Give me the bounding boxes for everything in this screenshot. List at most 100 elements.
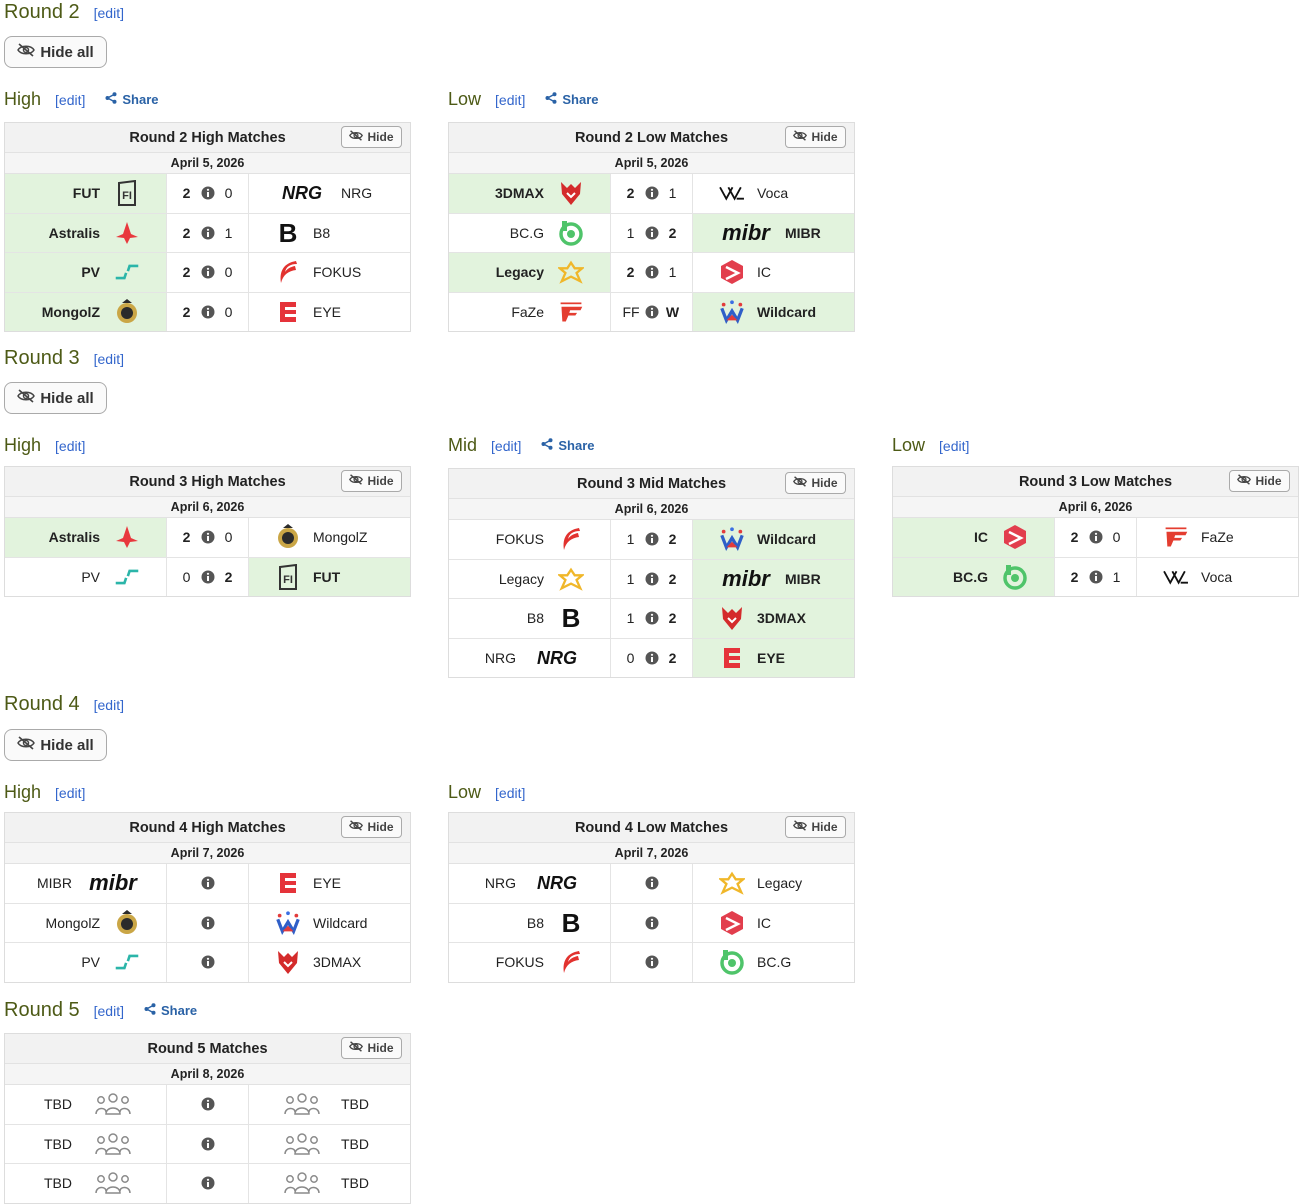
info-icon[interactable]	[645, 226, 659, 240]
left-team[interactable]: FOKUS	[449, 520, 611, 559]
hide-button[interactable]: Hide	[341, 1037, 402, 1059]
info-icon[interactable]	[201, 226, 215, 240]
left-team[interactable]: Astralis	[5, 213, 167, 252]
info-icon[interactable]	[645, 876, 659, 890]
left-team[interactable]: PV	[5, 557, 167, 596]
hide-button[interactable]: Hide	[785, 126, 846, 148]
edit-link[interactable]: [edit]	[495, 91, 526, 108]
left-team[interactable]: FOKUS	[449, 943, 611, 982]
left-team[interactable]: Astralis	[5, 518, 167, 557]
left-team[interactable]: TBD	[5, 1124, 167, 1163]
left-team[interactable]: B8 B	[449, 903, 611, 942]
edit-link[interactable]: [edit]	[55, 437, 86, 454]
info-icon[interactable]	[645, 651, 659, 665]
hide-button[interactable]: Hide	[341, 470, 402, 492]
right-team[interactable]: FI FUT	[249, 557, 410, 596]
right-team[interactable]: TBD	[249, 1125, 410, 1164]
info-icon[interactable]	[201, 265, 215, 279]
info-icon[interactable]	[201, 1137, 215, 1151]
edit-link[interactable]: [edit]	[93, 1002, 124, 1019]
right-team[interactable]: BC.G	[693, 943, 854, 982]
info-icon[interactable]	[645, 955, 659, 969]
left-team[interactable]: BC.G	[893, 557, 1055, 596]
right-team[interactable]: MongolZ	[249, 518, 410, 557]
right-team[interactable]: NRG NRG	[249, 174, 410, 213]
right-team[interactable]: TBD	[249, 1164, 410, 1203]
right-team[interactable]: Voca	[1137, 558, 1298, 597]
hide-button[interactable]: Hide	[785, 816, 846, 838]
edit-link[interactable]: [edit]	[495, 784, 526, 801]
info-icon[interactable]	[201, 876, 215, 890]
info-icon[interactable]	[645, 532, 659, 546]
info-icon[interactable]	[645, 916, 659, 930]
left-team[interactable]: BC.G	[449, 213, 611, 252]
right-team[interactable]: IC	[693, 904, 854, 943]
left-team[interactable]: MongolZ	[5, 903, 167, 942]
left-team[interactable]: MIBR mibr	[5, 864, 167, 903]
info-icon[interactable]	[201, 916, 215, 930]
right-team[interactable]: Voca	[693, 174, 854, 213]
edit-link[interactable]: [edit]	[491, 437, 522, 454]
right-team[interactable]: 3DMAX	[249, 943, 410, 982]
left-team[interactable]: 3DMAX	[449, 174, 611, 213]
hide-button[interactable]: Hide	[341, 816, 402, 838]
right-team[interactable]: FOKUS	[249, 253, 410, 292]
right-team[interactable]: B B8	[249, 214, 410, 253]
share-link[interactable]: Share	[545, 92, 599, 107]
left-team[interactable]: Legacy	[449, 559, 611, 598]
info-icon[interactable]	[1089, 530, 1103, 544]
info-icon[interactable]	[201, 1176, 215, 1190]
right-team[interactable]: Wildcard	[693, 520, 854, 559]
hide-button[interactable]: Hide	[341, 126, 402, 148]
info-icon[interactable]	[201, 1097, 215, 1111]
left-team[interactable]: IC	[893, 518, 1055, 557]
edit-link[interactable]: [edit]	[55, 91, 86, 108]
info-icon[interactable]	[645, 572, 659, 586]
left-team[interactable]: NRG NRG	[449, 638, 611, 677]
edit-link[interactable]: [edit]	[939, 437, 970, 454]
right-team[interactable]: FaZe	[1137, 518, 1298, 557]
edit-link[interactable]: [edit]	[93, 351, 124, 367]
right-team[interactable]: mibr MIBR	[693, 213, 854, 252]
share-link[interactable]: Share	[105, 92, 159, 107]
left-team[interactable]: NRG NRG	[449, 864, 611, 903]
right-team[interactable]: Wildcard	[693, 292, 854, 331]
info-icon[interactable]	[645, 265, 659, 279]
hide-button[interactable]: Hide	[1229, 470, 1290, 492]
info-icon[interactable]	[201, 570, 215, 584]
left-team[interactable]: FUT FI	[5, 174, 167, 213]
info-icon[interactable]	[201, 305, 215, 319]
edit-link[interactable]: [edit]	[55, 784, 86, 801]
right-team[interactable]: TBD	[249, 1085, 410, 1124]
share-link[interactable]: Share	[541, 438, 595, 453]
hide-all-button[interactable]: Hide all	[4, 36, 107, 68]
info-icon[interactable]	[201, 955, 215, 969]
info-icon[interactable]	[645, 611, 659, 625]
share-link[interactable]: Share	[144, 1003, 197, 1018]
left-team[interactable]: TBD	[5, 1164, 167, 1203]
right-team[interactable]: EYE	[249, 864, 410, 903]
edit-link[interactable]: [edit]	[93, 697, 124, 713]
left-team[interactable]: TBD	[5, 1085, 167, 1124]
right-team[interactable]: EYE	[249, 293, 410, 332]
hide-all-button[interactable]: Hide all	[4, 729, 107, 761]
right-team[interactable]: EYE	[693, 638, 854, 677]
info-icon[interactable]	[1089, 570, 1103, 584]
edit-link[interactable]: [edit]	[93, 5, 124, 21]
hide-all-button[interactable]: Hide all	[4, 382, 107, 414]
info-icon[interactable]	[201, 186, 215, 200]
right-team[interactable]: Wildcard	[249, 904, 410, 943]
hide-button[interactable]: Hide	[785, 472, 846, 494]
left-team[interactable]: B8 B	[449, 599, 611, 638]
right-team[interactable]: mibr MIBR	[693, 559, 854, 598]
left-team[interactable]: FaZe	[449, 292, 611, 331]
info-icon[interactable]	[645, 305, 659, 319]
left-team[interactable]: PV	[5, 253, 167, 292]
left-team[interactable]: Legacy	[449, 253, 611, 292]
left-team[interactable]: PV	[5, 943, 167, 982]
left-team[interactable]: MongolZ	[5, 292, 167, 331]
info-icon[interactable]	[201, 530, 215, 544]
right-team[interactable]: IC	[693, 253, 854, 292]
info-icon[interactable]	[645, 186, 659, 200]
right-team[interactable]: 3DMAX	[693, 599, 854, 638]
